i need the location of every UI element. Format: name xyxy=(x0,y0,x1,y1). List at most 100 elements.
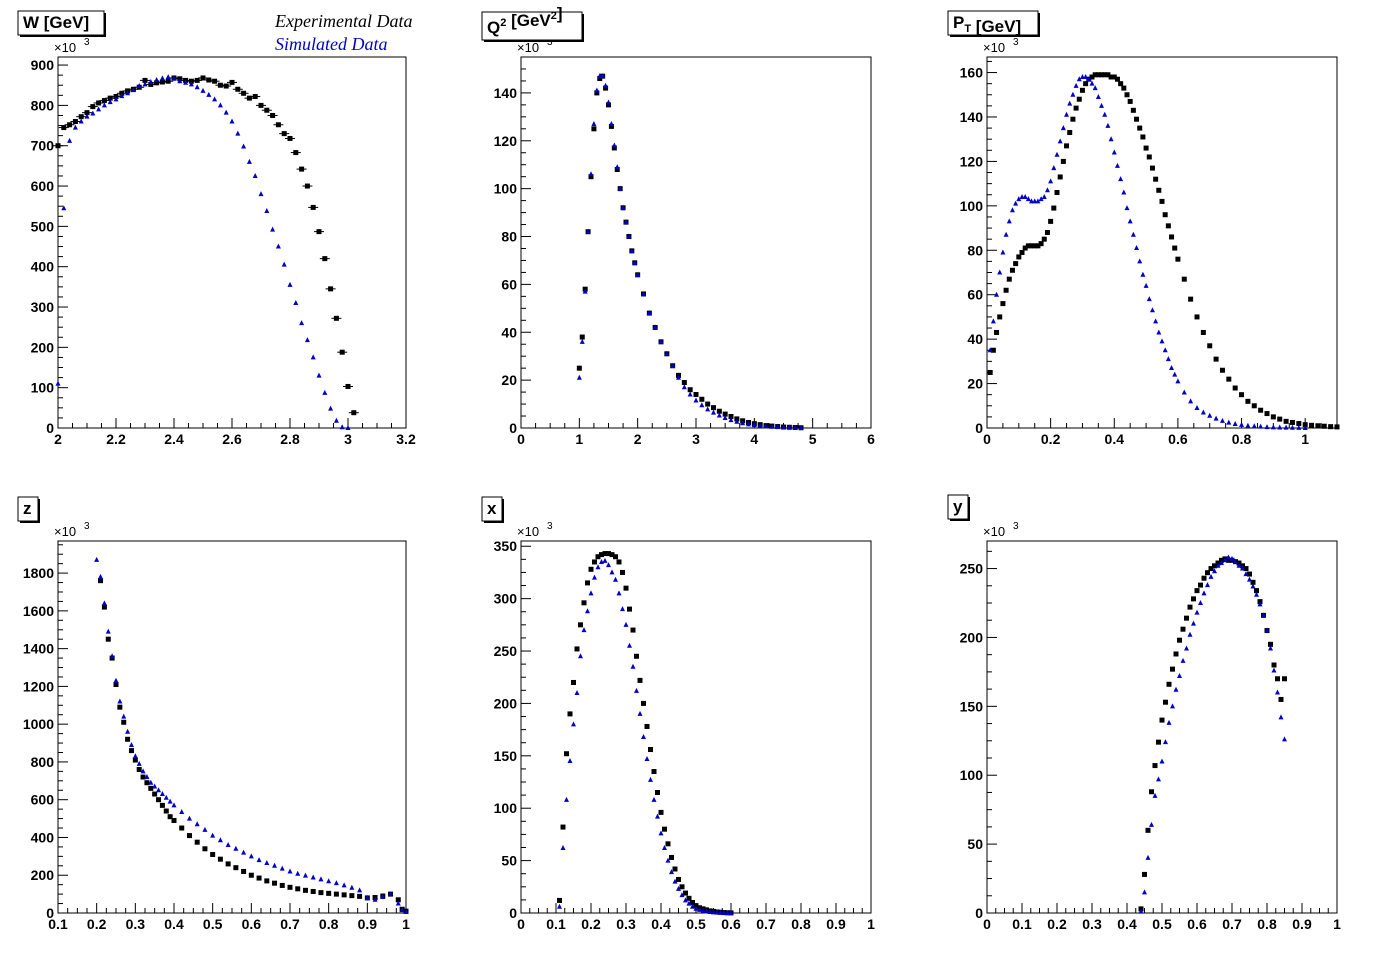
point-z-experimental xyxy=(125,736,131,742)
point-PT-simulated xyxy=(1124,205,1130,211)
point-W-simulated xyxy=(125,90,131,96)
point-z-experimental xyxy=(156,797,162,803)
title-box-PT xyxy=(947,10,1039,36)
point-PT-simulated xyxy=(1038,196,1044,202)
point-PT-experimental xyxy=(1025,243,1031,249)
point-PT-experimental xyxy=(1111,74,1117,80)
y-tick-label-x-5: 250 xyxy=(494,643,518,659)
point-y-simulated xyxy=(1229,555,1235,561)
point-x-experimental xyxy=(567,711,573,717)
point-PT-simulated xyxy=(997,269,1003,275)
point-y-experimental xyxy=(1201,575,1207,581)
point-z-simulated xyxy=(159,791,165,797)
point-y-simulated xyxy=(1170,703,1175,709)
point-Q2-simulated xyxy=(792,424,798,430)
x-tick-label-Q2-0: 0 xyxy=(517,431,525,447)
point-PT-simulated xyxy=(1200,409,1206,415)
point-x-simulated xyxy=(630,663,636,669)
y-tick-label-PT-1: 20 xyxy=(967,376,983,392)
point-PT-simulated xyxy=(1073,82,1079,88)
point-PT-simulated xyxy=(1016,196,1022,202)
point-x-experimental xyxy=(602,551,608,557)
point-y-experimental xyxy=(1191,596,1196,602)
point-y-simulated xyxy=(1163,739,1168,745)
y-tick-label-z-9: 1800 xyxy=(23,565,54,581)
point-Q2-simulated xyxy=(641,290,646,296)
point-y-experimental xyxy=(1212,563,1217,569)
point-Q2-simulated xyxy=(588,171,594,177)
y-tick-label-Q2-0: 0 xyxy=(509,420,517,436)
point-Q2-simulated xyxy=(579,338,585,344)
x-tick-label-W-3: 2.6 xyxy=(222,431,242,447)
y-multiplier-Q2: ×10 xyxy=(517,40,539,55)
point-W-simulated xyxy=(136,83,142,89)
y-tick-label-z-0: 0 xyxy=(46,905,54,921)
x-tick-label-PT-4: 0.8 xyxy=(1232,431,1252,447)
y-tick-label-PT-8: 160 xyxy=(960,65,984,81)
plot-frame-W xyxy=(57,56,407,429)
point-W-simulated xyxy=(119,93,125,99)
point-Q2-simulated xyxy=(594,87,600,93)
point-PT-simulated xyxy=(1289,424,1295,430)
point-Q2-experimental xyxy=(576,365,582,371)
y-tick-label-Q2-1: 20 xyxy=(501,372,517,388)
point-Q2-experimental xyxy=(722,411,728,417)
point-W-simulated xyxy=(287,281,293,287)
y-tick-label-W-9: 900 xyxy=(31,57,55,73)
y-tick-label-W-3: 300 xyxy=(31,299,55,315)
point-y-simulated xyxy=(1236,562,1242,568)
point-x-experimental xyxy=(648,747,653,753)
point-W-simulated xyxy=(96,106,102,112)
point-PT-simulated xyxy=(1019,193,1025,199)
point-y-simulated xyxy=(1215,562,1221,568)
point-x-experimental xyxy=(669,854,674,860)
point-Q2-simulated xyxy=(705,406,711,412)
point-PT-experimental xyxy=(1054,190,1060,196)
point-x-simulated xyxy=(700,907,706,913)
point-PT-experimental xyxy=(1153,176,1159,182)
point-z-experimental xyxy=(241,868,247,874)
point-PT-experimental xyxy=(1328,424,1334,430)
x-tick-label-y-4: 0.4 xyxy=(1117,916,1137,932)
x-tick-label-W-2: 2.4 xyxy=(164,431,184,447)
point-y-experimental xyxy=(1170,666,1175,672)
point-z-experimental xyxy=(256,875,262,881)
point-y-experimental xyxy=(1208,566,1214,572)
point-PT-simulated xyxy=(1048,178,1054,184)
point-z-experimental xyxy=(225,861,231,867)
point-z-simulated xyxy=(264,859,270,865)
point-W-simulated xyxy=(78,118,84,124)
y-multiplier-PT: ×10 xyxy=(983,40,1005,55)
point-PT-experimental xyxy=(1035,243,1041,249)
point-y-experimental xyxy=(1166,681,1172,687)
point-z-simulated xyxy=(109,653,115,659)
point-W-simulated xyxy=(177,78,183,84)
point-PT-experimental xyxy=(990,347,996,353)
point-W-simulated xyxy=(84,113,90,119)
point-x-experimental xyxy=(581,600,587,606)
point-z-experimental xyxy=(357,893,363,899)
point-y-experimental xyxy=(1278,696,1284,702)
point-x-simulated xyxy=(620,606,625,612)
point-y-experimental xyxy=(1187,604,1193,610)
point-x-simulated xyxy=(707,908,713,914)
point-z-simulated xyxy=(326,878,332,884)
point-Q2-experimental xyxy=(603,85,609,91)
point-PT-simulated xyxy=(1070,91,1076,97)
point-z-experimental xyxy=(341,892,347,898)
point-PT-simulated xyxy=(994,291,1000,297)
y-tick-label-x-2: 100 xyxy=(494,800,518,816)
point-W-simulated xyxy=(258,191,264,197)
series-z-experimental xyxy=(98,578,409,914)
point-z-simulated xyxy=(403,909,409,915)
point-PT-simulated xyxy=(1105,122,1111,128)
point-x-simulated xyxy=(571,721,576,727)
point-x-simulated xyxy=(567,758,573,764)
point-PT-simulated xyxy=(1076,76,1082,82)
y-multiplier-y: ×10 xyxy=(983,524,1005,539)
point-z-simulated xyxy=(136,760,142,766)
point-PT-experimental xyxy=(1057,174,1063,180)
point-y-simulated xyxy=(1212,568,1217,574)
point-Q2-simulated xyxy=(664,350,670,356)
point-PT-experimental xyxy=(1070,116,1076,122)
